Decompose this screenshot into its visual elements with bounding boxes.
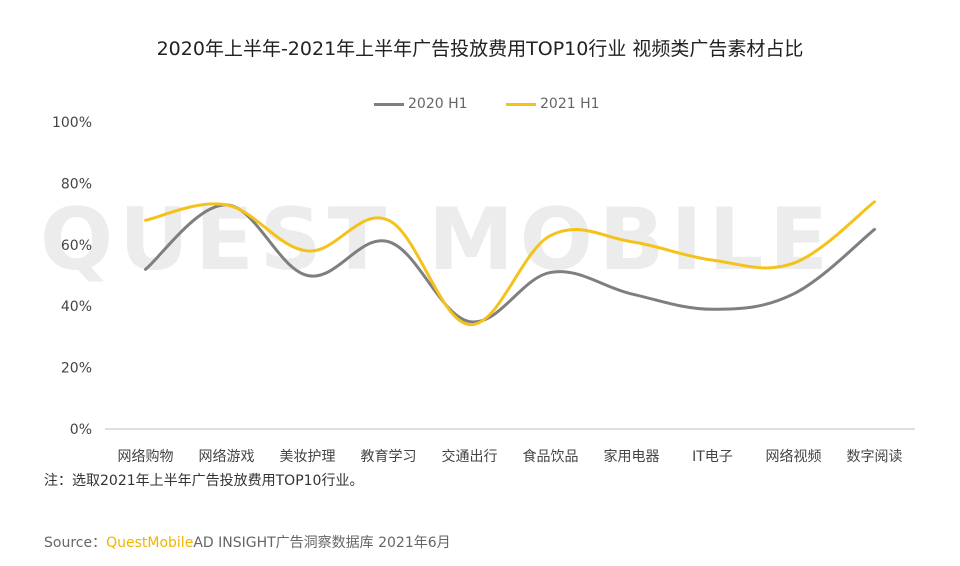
y-tick-label: 0% bbox=[70, 422, 92, 438]
legend: 2020 H1 2021 H1 bbox=[0, 96, 960, 118]
x-tick-label: 数字阅读 bbox=[847, 448, 903, 465]
x-tick-label: 网络游戏 bbox=[199, 449, 255, 465]
source-brand: QuestMobile bbox=[106, 535, 194, 551]
legend-swatch-2020 bbox=[374, 102, 404, 106]
legend-label-2020: 2020 H1 bbox=[408, 96, 468, 112]
series-line-2021 bbox=[144, 200, 876, 327]
x-tick-label: 网络购物 bbox=[118, 449, 174, 465]
legend-label-2021: 2021 H1 bbox=[540, 96, 600, 112]
source-line: Source：QuestMobileAD INSIGHT广告洞察数据库 2021… bbox=[44, 532, 451, 552]
x-tick-label: 教育学习 bbox=[361, 449, 417, 465]
y-tick-label: 20% bbox=[61, 361, 92, 377]
footnote: 注：选取2021年上半年广告投放费用TOP10行业。 bbox=[44, 473, 364, 489]
y-tick-label: 60% bbox=[61, 238, 92, 254]
x-tick-label: IT电子 bbox=[692, 449, 733, 465]
x-tick-label: 美妆护理 bbox=[280, 449, 336, 465]
y-tick-label: 80% bbox=[61, 176, 92, 192]
legend-item-2021: 2021 H1 bbox=[506, 96, 600, 112]
y-tick-label: 40% bbox=[61, 299, 92, 315]
series-line-2020 bbox=[144, 203, 876, 324]
x-tick-label: 食品饮品 bbox=[523, 448, 579, 465]
x-tick-label: 家用电器 bbox=[604, 448, 660, 465]
chart-title: 2020年上半年-2021年上半年广告投放费用TOP10行业 视频类广告素材占比 bbox=[156, 38, 804, 60]
source-prefix: Source： bbox=[44, 535, 107, 551]
x-tick-label: 交通出行 bbox=[442, 448, 498, 465]
legend-item-2020: 2020 H1 bbox=[374, 96, 468, 112]
y-tick-label: 100% bbox=[52, 115, 92, 131]
source-rest: AD INSIGHT广告洞察数据库 2021年6月 bbox=[193, 535, 451, 551]
legend-swatch-2021 bbox=[506, 102, 536, 106]
x-tick-label: 网络视频 bbox=[766, 449, 822, 465]
